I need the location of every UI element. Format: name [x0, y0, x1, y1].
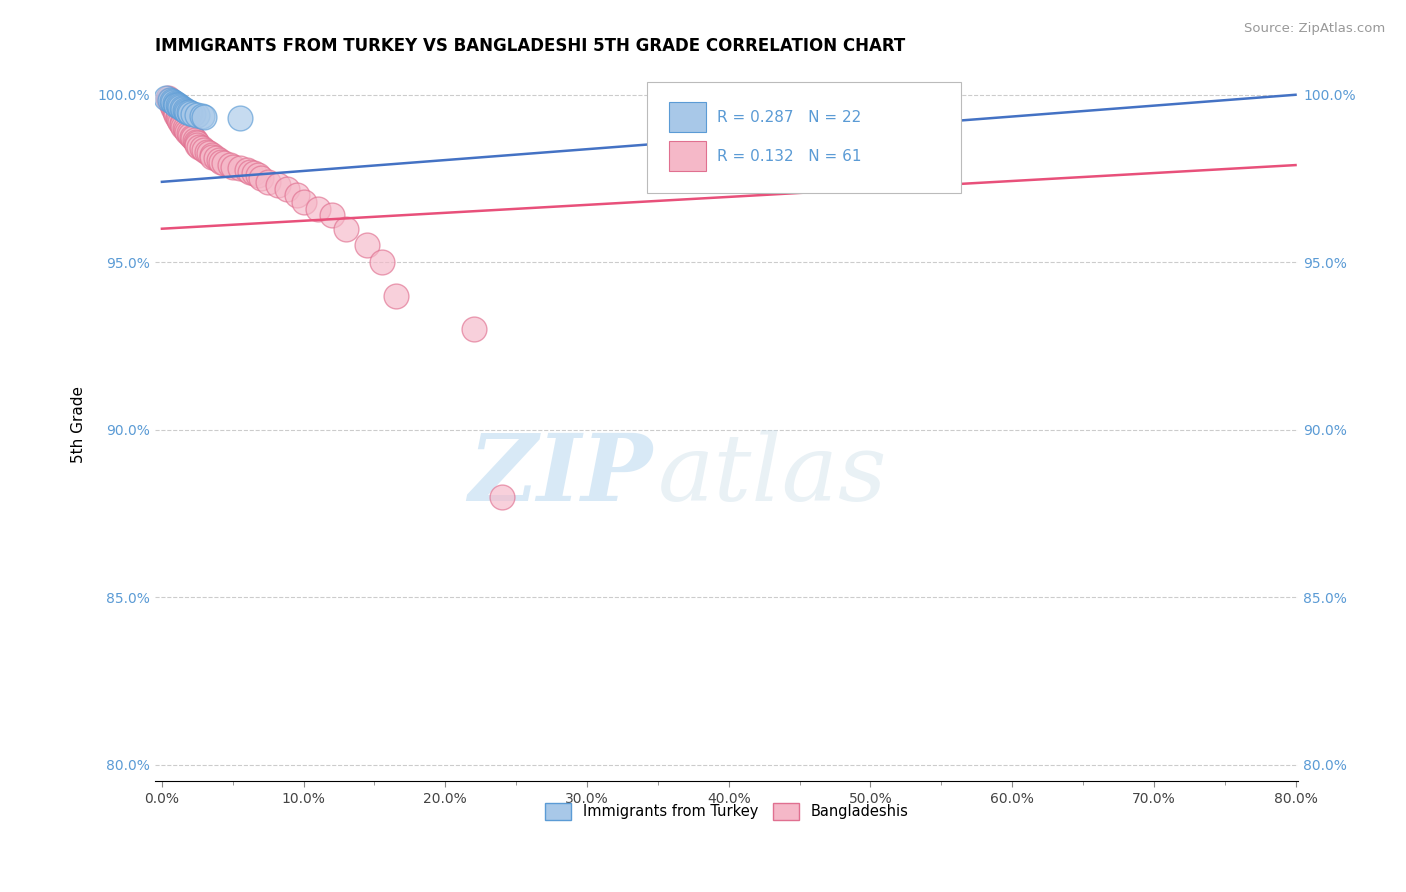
Point [356, 238, 378, 252]
Point [160, 97, 183, 112]
Point [169, 114, 191, 128]
Point [163, 104, 186, 119]
Point [229, 112, 252, 126]
Point [163, 96, 186, 111]
Point [250, 171, 273, 186]
Text: atlas: atlas [658, 430, 887, 519]
Point [184, 135, 207, 149]
FancyBboxPatch shape [647, 82, 962, 193]
Point [174, 103, 197, 118]
Point [222, 160, 245, 174]
Point [207, 153, 229, 167]
Point [193, 110, 215, 124]
Point [190, 109, 212, 123]
Legend: Immigrants from Turkey, Bangladeshis: Immigrants from Turkey, Bangladeshis [538, 797, 914, 825]
Point [177, 126, 200, 140]
Point [160, 95, 183, 109]
Point [267, 178, 290, 193]
Point [165, 108, 187, 122]
Point [166, 98, 188, 112]
Point [160, 96, 183, 111]
Point [186, 138, 208, 153]
Point [307, 202, 329, 216]
Text: IMMIGRANTS FROM TURKEY VS BANGLADESHI 5TH GRADE CORRELATION CHART: IMMIGRANTS FROM TURKEY VS BANGLADESHI 5T… [155, 37, 905, 55]
Point [166, 110, 188, 124]
Point [157, 93, 180, 107]
Point [193, 143, 215, 157]
Point [285, 188, 308, 202]
Point [173, 103, 195, 117]
Point [159, 93, 181, 107]
Point [162, 95, 184, 109]
Point [162, 99, 184, 113]
Text: ZIP: ZIP [468, 430, 652, 519]
Point [165, 106, 187, 120]
Point [172, 102, 194, 116]
Point [162, 101, 184, 115]
Point [204, 152, 226, 166]
Point [176, 104, 198, 119]
Point [200, 150, 222, 164]
Point [321, 208, 343, 222]
Point [181, 107, 204, 121]
Point [176, 125, 198, 139]
Point [165, 97, 187, 112]
Point [183, 133, 205, 147]
Point [229, 161, 252, 176]
Point [172, 120, 194, 134]
Point [177, 105, 200, 120]
Point [190, 141, 212, 155]
Point [187, 139, 209, 153]
Point [209, 154, 232, 169]
Point [166, 112, 188, 126]
Point [243, 166, 266, 180]
Point [239, 165, 262, 179]
Point [214, 156, 236, 170]
Point [236, 163, 259, 178]
Point [170, 101, 193, 115]
Point [179, 128, 201, 142]
Point [257, 175, 280, 189]
Point [174, 123, 197, 137]
Point [163, 103, 186, 117]
Point [181, 131, 204, 145]
Point [276, 181, 298, 195]
Point [169, 100, 191, 114]
Point [173, 121, 195, 136]
Point [170, 118, 193, 132]
FancyBboxPatch shape [669, 103, 706, 132]
Point [179, 106, 201, 120]
Point [186, 108, 208, 122]
Point [167, 112, 190, 127]
Point [491, 490, 513, 504]
Point [170, 116, 193, 130]
Point [156, 91, 179, 105]
Point [195, 145, 218, 159]
Point [370, 255, 392, 269]
Point [180, 129, 202, 144]
Point [165, 97, 187, 112]
Text: R = 0.132   N = 61: R = 0.132 N = 61 [717, 149, 862, 164]
Point [219, 158, 242, 172]
Point [200, 148, 222, 162]
Text: R = 0.287   N = 22: R = 0.287 N = 22 [717, 110, 862, 125]
Text: Source: ZipAtlas.com: Source: ZipAtlas.com [1244, 22, 1385, 36]
Point [335, 221, 357, 235]
Y-axis label: 5th Grade: 5th Grade [72, 386, 86, 463]
FancyBboxPatch shape [669, 142, 706, 171]
Point [292, 194, 315, 209]
Point [167, 99, 190, 113]
Point [247, 168, 270, 182]
Point [463, 322, 485, 336]
Point [197, 146, 219, 161]
Point [186, 136, 208, 151]
Point [384, 289, 406, 303]
Point [159, 95, 181, 109]
Point [155, 91, 177, 105]
